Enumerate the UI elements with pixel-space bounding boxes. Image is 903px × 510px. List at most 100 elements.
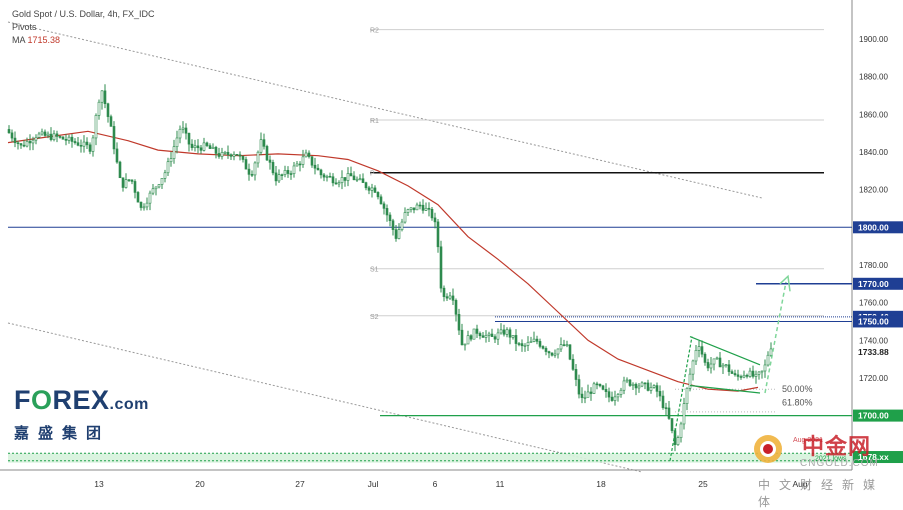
candle-body [319, 169, 323, 176]
candle-body [100, 90, 104, 103]
candle-body [292, 165, 296, 174]
candle-body [79, 145, 83, 147]
candle-body [55, 133, 59, 137]
candle-body [61, 136, 65, 140]
candle-body [118, 161, 122, 179]
candle-body [82, 141, 86, 147]
candle-body [19, 143, 23, 146]
candle-body [355, 178, 359, 181]
candle-body [586, 391, 590, 398]
projection-arrowhead [779, 274, 791, 292]
candle-body [388, 214, 392, 222]
candle-body [430, 209, 434, 219]
candle-body [724, 364, 728, 367]
candle-body [88, 144, 92, 152]
candle-body [676, 437, 680, 445]
logo-chinese: 嘉盛集团 [14, 425, 111, 442]
candle-body [313, 164, 317, 169]
candle-body [541, 346, 545, 349]
candle-body [259, 139, 263, 153]
watermark-sub: 中文财经新媒体 [758, 478, 885, 509]
candle-body [484, 335, 488, 338]
candle-body [376, 192, 380, 198]
x-tick-label: 27 [295, 479, 305, 489]
price-tag-label: 1678.xx [858, 452, 889, 462]
candle-body [133, 181, 137, 193]
candle-body [298, 163, 302, 166]
candle-body [553, 353, 557, 356]
candle-body [343, 177, 347, 181]
price-tag-box [853, 277, 903, 290]
x-tick-label: Jul [368, 479, 379, 489]
ma-label: MA [12, 35, 26, 45]
candle-body [691, 360, 695, 375]
candle-body [34, 137, 38, 141]
x-tick-label: Aug [792, 479, 807, 489]
candle-body [436, 221, 440, 248]
candle-body [715, 357, 719, 360]
channel-lower-line [7, 322, 643, 473]
logo-brand: FOREX.com [14, 385, 149, 416]
candle-body [643, 382, 647, 385]
candle-body [151, 188, 155, 194]
candle-body [439, 246, 443, 289]
candle-body [529, 341, 533, 343]
candle-body [400, 221, 404, 230]
candle-body [232, 154, 236, 157]
y-tick-label: 1720.00 [859, 374, 888, 383]
candle-body [145, 202, 149, 208]
candle-body [124, 179, 128, 188]
candle-body [187, 132, 191, 145]
candle-body [622, 380, 626, 391]
candle-body [493, 336, 497, 340]
candle-body [316, 167, 320, 171]
x-tick-label: 6 [433, 479, 438, 489]
candle-body [550, 352, 554, 356]
candle-body [628, 379, 632, 386]
y-tick-label: 1900.00 [859, 35, 888, 44]
price-tag-label: 1700.00 [858, 411, 889, 421]
candle-body [748, 370, 752, 377]
candle-body [412, 207, 416, 211]
candles-group [7, 84, 773, 452]
candle-body [532, 338, 536, 342]
candle-body [640, 382, 644, 387]
candle-body [463, 343, 467, 346]
candle-body [247, 168, 251, 175]
candle-body [652, 385, 656, 388]
candle-body [625, 379, 629, 382]
y-tick-label: 1820.00 [859, 186, 888, 195]
candle-body [352, 175, 356, 181]
candle-body [16, 142, 20, 145]
candle-body [322, 174, 326, 178]
candle-body [121, 177, 125, 188]
candle-body [718, 357, 722, 368]
candle-body [589, 391, 593, 394]
candle-body [583, 396, 587, 399]
candle-body [607, 391, 611, 398]
price-tag-box [853, 345, 903, 358]
candle-body [373, 187, 377, 193]
annotation-2021-lows: 2021 lows [815, 456, 847, 463]
candle-body [334, 182, 338, 185]
candle-body [28, 141, 32, 144]
candle-body [349, 173, 353, 177]
candle-body [250, 174, 254, 176]
candle-body [184, 127, 188, 134]
candle-body [613, 396, 617, 401]
price-tag-label: 1750.00 [858, 316, 889, 326]
price-tag-box [853, 451, 903, 464]
candle-body [421, 204, 425, 211]
candle-body [649, 387, 653, 391]
candle-body [169, 158, 173, 163]
candle-body [646, 382, 650, 391]
candle-body [616, 394, 620, 398]
candle-body [538, 341, 542, 347]
candle-body [604, 389, 608, 392]
price-tag-label: 1800.00 [858, 222, 889, 232]
candle-body [520, 343, 524, 347]
candle-body [295, 163, 299, 167]
candle-body [229, 154, 233, 157]
candle-body [91, 137, 95, 152]
